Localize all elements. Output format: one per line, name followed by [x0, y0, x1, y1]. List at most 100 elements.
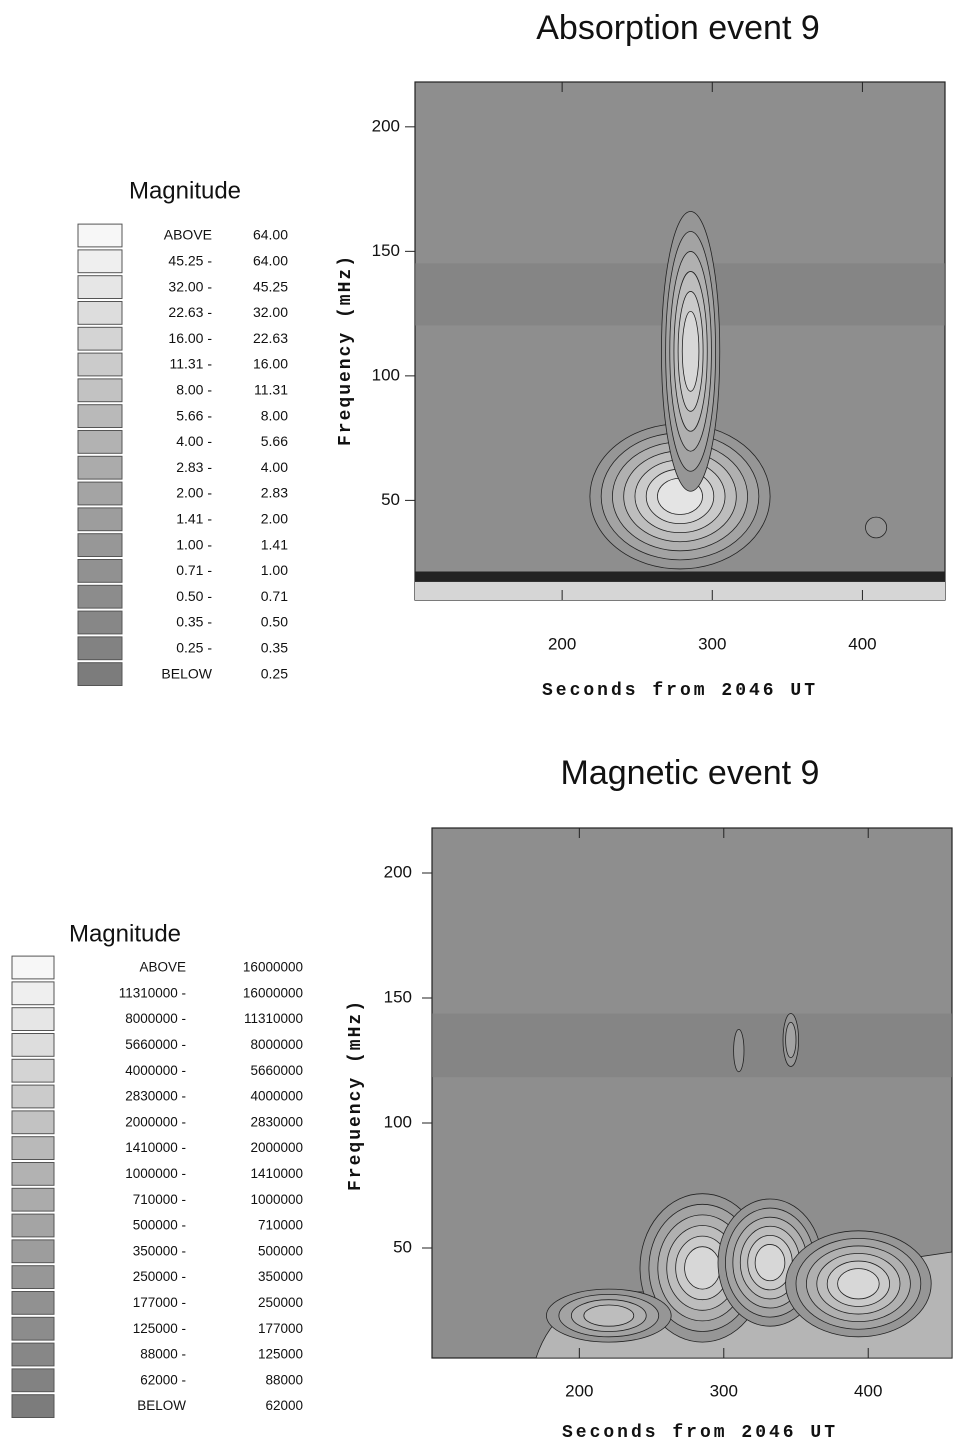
legend-low: 125000 -	[133, 1321, 186, 1336]
legend-high: 62000	[265, 1398, 303, 1413]
legend-high: 11310000	[244, 1011, 303, 1026]
legend-swatch	[12, 1343, 54, 1366]
contour-line	[755, 1244, 785, 1280]
x-tick-label: 400	[848, 634, 876, 653]
legend-low: 2000000 -	[125, 1114, 186, 1129]
legend-low: 1000000 -	[125, 1166, 186, 1181]
legend-swatch	[12, 1137, 54, 1160]
legend-swatch	[78, 560, 122, 583]
y-tick-label: 50	[393, 1237, 412, 1256]
legend-high: 710000	[258, 1218, 303, 1233]
legend-low: 0.35 -	[176, 614, 212, 630]
legend-swatch	[78, 224, 122, 247]
legend-swatch	[78, 456, 122, 479]
legend-low: 11.31 -	[169, 356, 212, 372]
legend-swatch	[78, 250, 122, 273]
legend-low: 1410000 -	[125, 1140, 186, 1155]
legend-swatch	[12, 1266, 54, 1289]
legend-low: 8000000 -	[125, 1011, 186, 1026]
legend-high: 8000000	[250, 1037, 303, 1052]
y-tick-label: 150	[372, 241, 400, 260]
legend-low: 32.00 -	[168, 278, 212, 294]
legend-swatch	[78, 637, 122, 660]
legend-high: 0.50	[261, 614, 288, 630]
legend-low: ABOVE	[139, 960, 186, 975]
legend-high: 32.00	[253, 304, 288, 320]
legend-low: 1.41 -	[176, 511, 212, 527]
legend-low: 350000 -	[133, 1243, 186, 1258]
legend-high: 1.41	[261, 536, 288, 552]
legend-low: 500000 -	[133, 1218, 186, 1233]
legend-high: 45.25	[253, 278, 288, 294]
legend-swatch	[78, 534, 122, 557]
x-tick-label: 300	[710, 1381, 738, 1400]
legend-low: 250000 -	[133, 1269, 186, 1284]
legend-low: 8.00 -	[176, 382, 212, 398]
legend-low: 0.25 -	[176, 640, 212, 656]
x-tick-label: 300	[698, 634, 726, 653]
legend-swatch	[78, 663, 122, 686]
legend-high: 5.66	[261, 433, 288, 449]
legend-high: 22.63	[253, 330, 288, 346]
legend-low: 88000 -	[140, 1347, 186, 1362]
legend-low: ABOVE	[164, 227, 212, 243]
contour-line	[584, 1305, 634, 1326]
legend-swatch	[12, 1214, 54, 1237]
chart-title: Magnetic event 9	[561, 754, 820, 792]
legend-high: 4.00	[261, 459, 288, 475]
legend-swatch	[12, 1292, 54, 1315]
y-tick-label: 200	[384, 862, 412, 881]
legend-swatch	[78, 585, 122, 608]
legend-low: 177000 -	[133, 1295, 186, 1310]
y-tick-label: 50	[381, 490, 400, 509]
legend-swatch	[78, 353, 122, 376]
legend-high: 0.35	[261, 640, 288, 656]
legend-swatch	[12, 982, 54, 1005]
legend-low: 11310000 -	[119, 985, 186, 1000]
legend-high: 0.25	[261, 665, 288, 681]
contour-band	[415, 572, 945, 582]
legend-low: 0.71 -	[176, 562, 212, 578]
contour-line	[682, 311, 699, 391]
legend-high: 88000	[265, 1372, 303, 1387]
legend-high: 1410000	[250, 1166, 303, 1181]
contour-line	[734, 1029, 744, 1071]
legend-high: 1.00	[261, 562, 288, 578]
legend-low: 22.63 -	[168, 304, 212, 320]
contour-line	[685, 1247, 721, 1289]
contour-line	[786, 1022, 796, 1057]
legend-low: 5660000 -	[125, 1037, 186, 1052]
legend-low: 0.50 -	[176, 588, 212, 604]
contour-line	[866, 517, 887, 538]
legend-swatch	[12, 1034, 54, 1057]
legend-swatch	[12, 1240, 54, 1263]
legend-high: 5660000	[250, 1063, 303, 1078]
legend-high: 500000	[258, 1243, 303, 1258]
dark-band	[432, 1014, 952, 1078]
legend-high: 16000000	[243, 960, 303, 975]
legend-swatch	[78, 302, 122, 325]
legend-high: 2.00	[261, 511, 288, 527]
contour-line	[838, 1269, 880, 1299]
legend-low: 710000 -	[133, 1192, 186, 1207]
legend-swatch	[12, 1008, 54, 1031]
legend-high: 250000	[258, 1295, 303, 1310]
legend-high: 8.00	[261, 407, 288, 423]
legend-high: 2830000	[250, 1114, 303, 1129]
legend-swatch	[78, 431, 122, 454]
legend-swatch	[12, 1111, 54, 1134]
legend-low: BELOW	[161, 665, 212, 681]
legend-high: 64.00	[253, 253, 288, 269]
legend-swatch	[12, 1085, 54, 1108]
y-axis-label: Frequency (mHz)	[346, 999, 366, 1191]
legend-swatch	[78, 482, 122, 505]
legend-high: 11.31	[254, 382, 288, 398]
legend-swatch	[78, 611, 122, 634]
legend-high: 177000	[258, 1321, 303, 1336]
legend-swatch	[78, 508, 122, 531]
legend-swatch	[12, 1369, 54, 1392]
legend-swatch	[78, 379, 122, 402]
legend-high: 16000000	[243, 985, 303, 1000]
x-tick-label: 200	[548, 634, 576, 653]
legend-high: 350000	[258, 1269, 303, 1284]
